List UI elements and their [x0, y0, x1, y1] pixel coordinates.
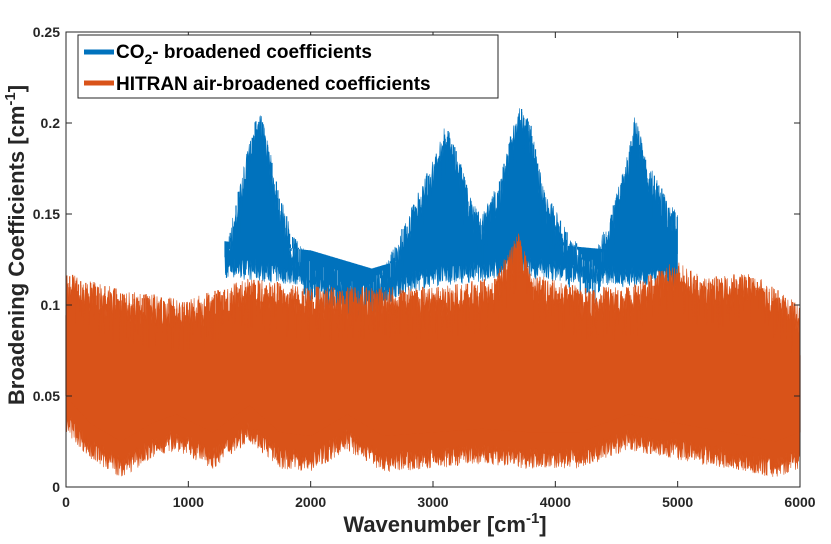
- series-0: [224, 108, 678, 339]
- y-axis-label: Broadening Coefficients [cm-1]: [2, 85, 29, 405]
- legend-label-co2-main: CO: [116, 42, 145, 63]
- x-tick-label-1000: 1000: [173, 494, 204, 510]
- y-tick-label-0.25: 0.25: [33, 24, 60, 40]
- y-tick-label-0.15: 0.15: [33, 206, 60, 222]
- y-axis-label-main: Broadening Coefficients [cm: [4, 106, 29, 405]
- y-tick-label-0.2: 0.2: [41, 115, 61, 131]
- y-tick-label-0: 0: [52, 479, 60, 495]
- legend-label-co2: CO2- broadened coefficients: [116, 42, 372, 67]
- y-axis-label-close: ]: [4, 85, 29, 92]
- x-axis-label-main: Wavenumber [cm: [343, 512, 526, 537]
- plot-series: [65, 108, 801, 477]
- legend-label-co2-sub: 2: [145, 51, 153, 67]
- y-axis-label-sup: -1: [2, 92, 19, 105]
- legend-label-hitran: HITRAN air-broadened coefficients: [116, 74, 431, 95]
- legend: CO2- broadened coefficients HITRAN air-b…: [77, 34, 499, 99]
- series-0-spikes: [224, 109, 678, 339]
- x-tick-label-4000: 4000: [540, 494, 571, 510]
- x-tick-label-5000: 5000: [662, 494, 693, 510]
- y-axis-ticks: 0 0.05 0.1 0.15 0.2 0.25: [33, 24, 800, 495]
- legend-box: [77, 34, 499, 99]
- x-axis-label: Wavenumber [cm-1]: [343, 510, 546, 537]
- x-tick-label-6000: 6000: [784, 494, 815, 510]
- x-tick-label-3000: 3000: [417, 494, 448, 510]
- y-tick-label-0.05: 0.05: [33, 388, 60, 404]
- x-axis-label-sup: -1: [526, 510, 539, 527]
- x-tick-label-0: 0: [62, 494, 70, 510]
- legend-label-co2-rest: - broadened coefficients: [152, 42, 372, 63]
- x-axis-label-close: ]: [539, 512, 546, 537]
- y-tick-label-0.1: 0.1: [41, 297, 61, 313]
- x-tick-label-2000: 2000: [295, 494, 326, 510]
